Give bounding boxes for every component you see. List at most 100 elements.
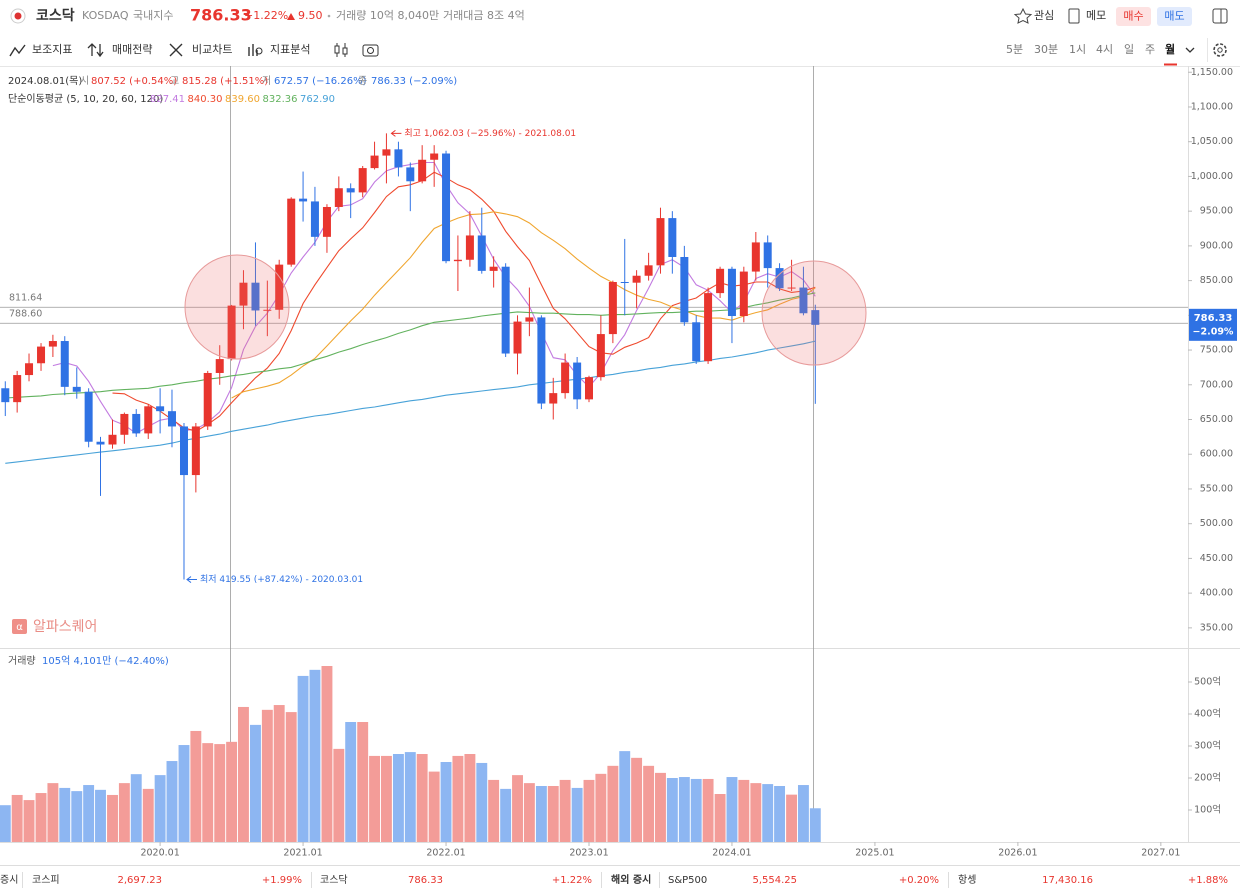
ticker-change: +0.20% <box>899 875 939 886</box>
volume-bar <box>83 785 95 842</box>
ticker-change: +1.99% <box>262 875 302 886</box>
tool[interactable]: 비교차트 <box>192 43 232 56</box>
watch-button[interactable]: 관심 <box>1034 9 1054 22</box>
price: 786.33 <box>190 6 252 25</box>
volume-bar <box>631 757 643 842</box>
sell-button-bg[interactable] <box>1157 7 1192 26</box>
candle-body <box>72 386 81 392</box>
change: 9.50 <box>298 9 323 22</box>
volume-bar <box>202 743 214 842</box>
ticker-name[interactable]: 코스닥 <box>320 874 348 886</box>
candle-body <box>48 341 57 347</box>
amount: 거래대금 8조 4억 <box>443 9 525 22</box>
moving-average <box>5 340 816 464</box>
ticker-name[interactable]: 코스피 <box>32 874 60 886</box>
candle-icon <box>334 45 340 54</box>
y-tick-label: 400억 <box>1194 708 1221 720</box>
volume-bar <box>786 794 798 842</box>
volume-bar <box>702 778 714 842</box>
candle-body <box>179 426 188 476</box>
tool[interactable]: 지표분석 <box>270 43 310 56</box>
y-tick-label: 1,150.00 <box>1191 67 1233 78</box>
tool[interactable]: 매매전략 <box>112 43 152 56</box>
volume-bar <box>547 786 559 842</box>
y-tick-label: 650.00 <box>1200 414 1233 425</box>
candle-body <box>465 235 474 260</box>
header: 코스닥 KOSDAQ 국내지수 786.33 +1.22% 9.50 거래량 1… <box>10 6 1228 26</box>
ticker-name[interactable]: 항셍 <box>958 874 976 886</box>
info-key: 고 <box>170 76 179 87</box>
ma-value: 839.60 <box>225 94 260 105</box>
y-tick-label: 100억 <box>1194 804 1221 816</box>
candle-body <box>573 362 582 400</box>
interval[interactable]: 5분 <box>1006 43 1023 56</box>
y-tick-label: 950.00 <box>1200 206 1233 217</box>
star-icon[interactable] <box>1013 7 1033 24</box>
interval[interactable]: 월 <box>1165 42 1175 56</box>
y-tick-label: 1,050.00 <box>1191 136 1233 147</box>
camera-icon[interactable] <box>362 44 379 57</box>
volume-bar <box>762 784 774 842</box>
volume-bar <box>452 755 464 842</box>
low-note: 최저 419.55 (+87.42%) - 2020.03.01 <box>200 574 363 585</box>
candle-body <box>644 265 653 276</box>
x-tick-label: 2020.01 <box>140 848 179 859</box>
panel-icon[interactable] <box>1212 8 1228 24</box>
interval[interactable]: 일 <box>1124 42 1134 56</box>
tool[interactable]: 보조지표 <box>32 43 72 56</box>
settings-icon[interactable] <box>1213 43 1227 57</box>
highlight-circle <box>184 254 290 360</box>
interval[interactable]: 30분 <box>1034 43 1058 56</box>
y-tick-label: 1,000.00 <box>1191 171 1233 182</box>
volume-bar <box>809 808 821 842</box>
volume-bar <box>512 775 523 842</box>
info-key: 저 <box>262 75 271 87</box>
buy-button[interactable]: 매수 <box>1123 10 1143 23</box>
moving-average <box>52 161 816 435</box>
x-tick-label: 2022.01 <box>426 848 465 859</box>
ma-value: 832.36 <box>263 94 298 105</box>
interval[interactable]: 4시 <box>1096 43 1113 56</box>
y-tick-label: 350.00 <box>1200 622 1233 633</box>
candle-body <box>144 406 153 434</box>
up-icon <box>287 13 295 20</box>
ticker-value: 2,697.23 <box>117 875 162 886</box>
chevron[interactable] <box>1185 47 1195 53</box>
volume-bar <box>154 775 166 842</box>
index-code: KOSDAQ <box>82 9 129 22</box>
candle-body <box>596 334 605 378</box>
ticker-value: 5,554.25 <box>752 875 797 886</box>
sell-button[interactable]: 매도 <box>1164 10 1184 23</box>
interval[interactable]: 주 <box>1145 43 1155 56</box>
y-tick-label: 900.00 <box>1200 240 1233 251</box>
memo-icon[interactable] <box>1068 8 1080 24</box>
candle-body <box>716 268 725 294</box>
ma-title: 단순이동평균 (5, 10, 20, 60, 120) <box>8 93 163 105</box>
candle-body <box>430 153 439 160</box>
interval[interactable]: 1시 <box>1069 43 1086 56</box>
candle-body <box>215 359 224 373</box>
volume-bar <box>678 777 690 842</box>
volume-bar <box>774 786 786 842</box>
candle-body <box>334 188 343 207</box>
candle-body <box>96 441 105 445</box>
volume-bar <box>464 754 476 842</box>
camera-icon <box>367 47 374 54</box>
volume-subtitle: 105억 4,101만 (−42.40%) <box>42 655 169 667</box>
ticker-name[interactable]: S&P500 <box>668 875 707 886</box>
buy-button-bg[interactable] <box>1116 7 1151 26</box>
candle-body <box>418 159 427 182</box>
info-high: 815.28 (+1.51%) <box>182 76 268 87</box>
volume-bar <box>333 748 345 842</box>
volume-bar <box>321 666 333 842</box>
volume-bar <box>726 777 738 842</box>
memo-button[interactable]: 메모 <box>1086 9 1106 22</box>
volume-bar <box>369 755 381 842</box>
ma-value: 840.30 <box>188 94 223 105</box>
candle-body <box>525 317 534 322</box>
candle-body <box>704 293 713 362</box>
candle-body <box>656 218 665 266</box>
candle-body <box>406 167 415 182</box>
watermark: 알파스퀘어 <box>33 619 97 635</box>
candle-body <box>620 281 629 283</box>
